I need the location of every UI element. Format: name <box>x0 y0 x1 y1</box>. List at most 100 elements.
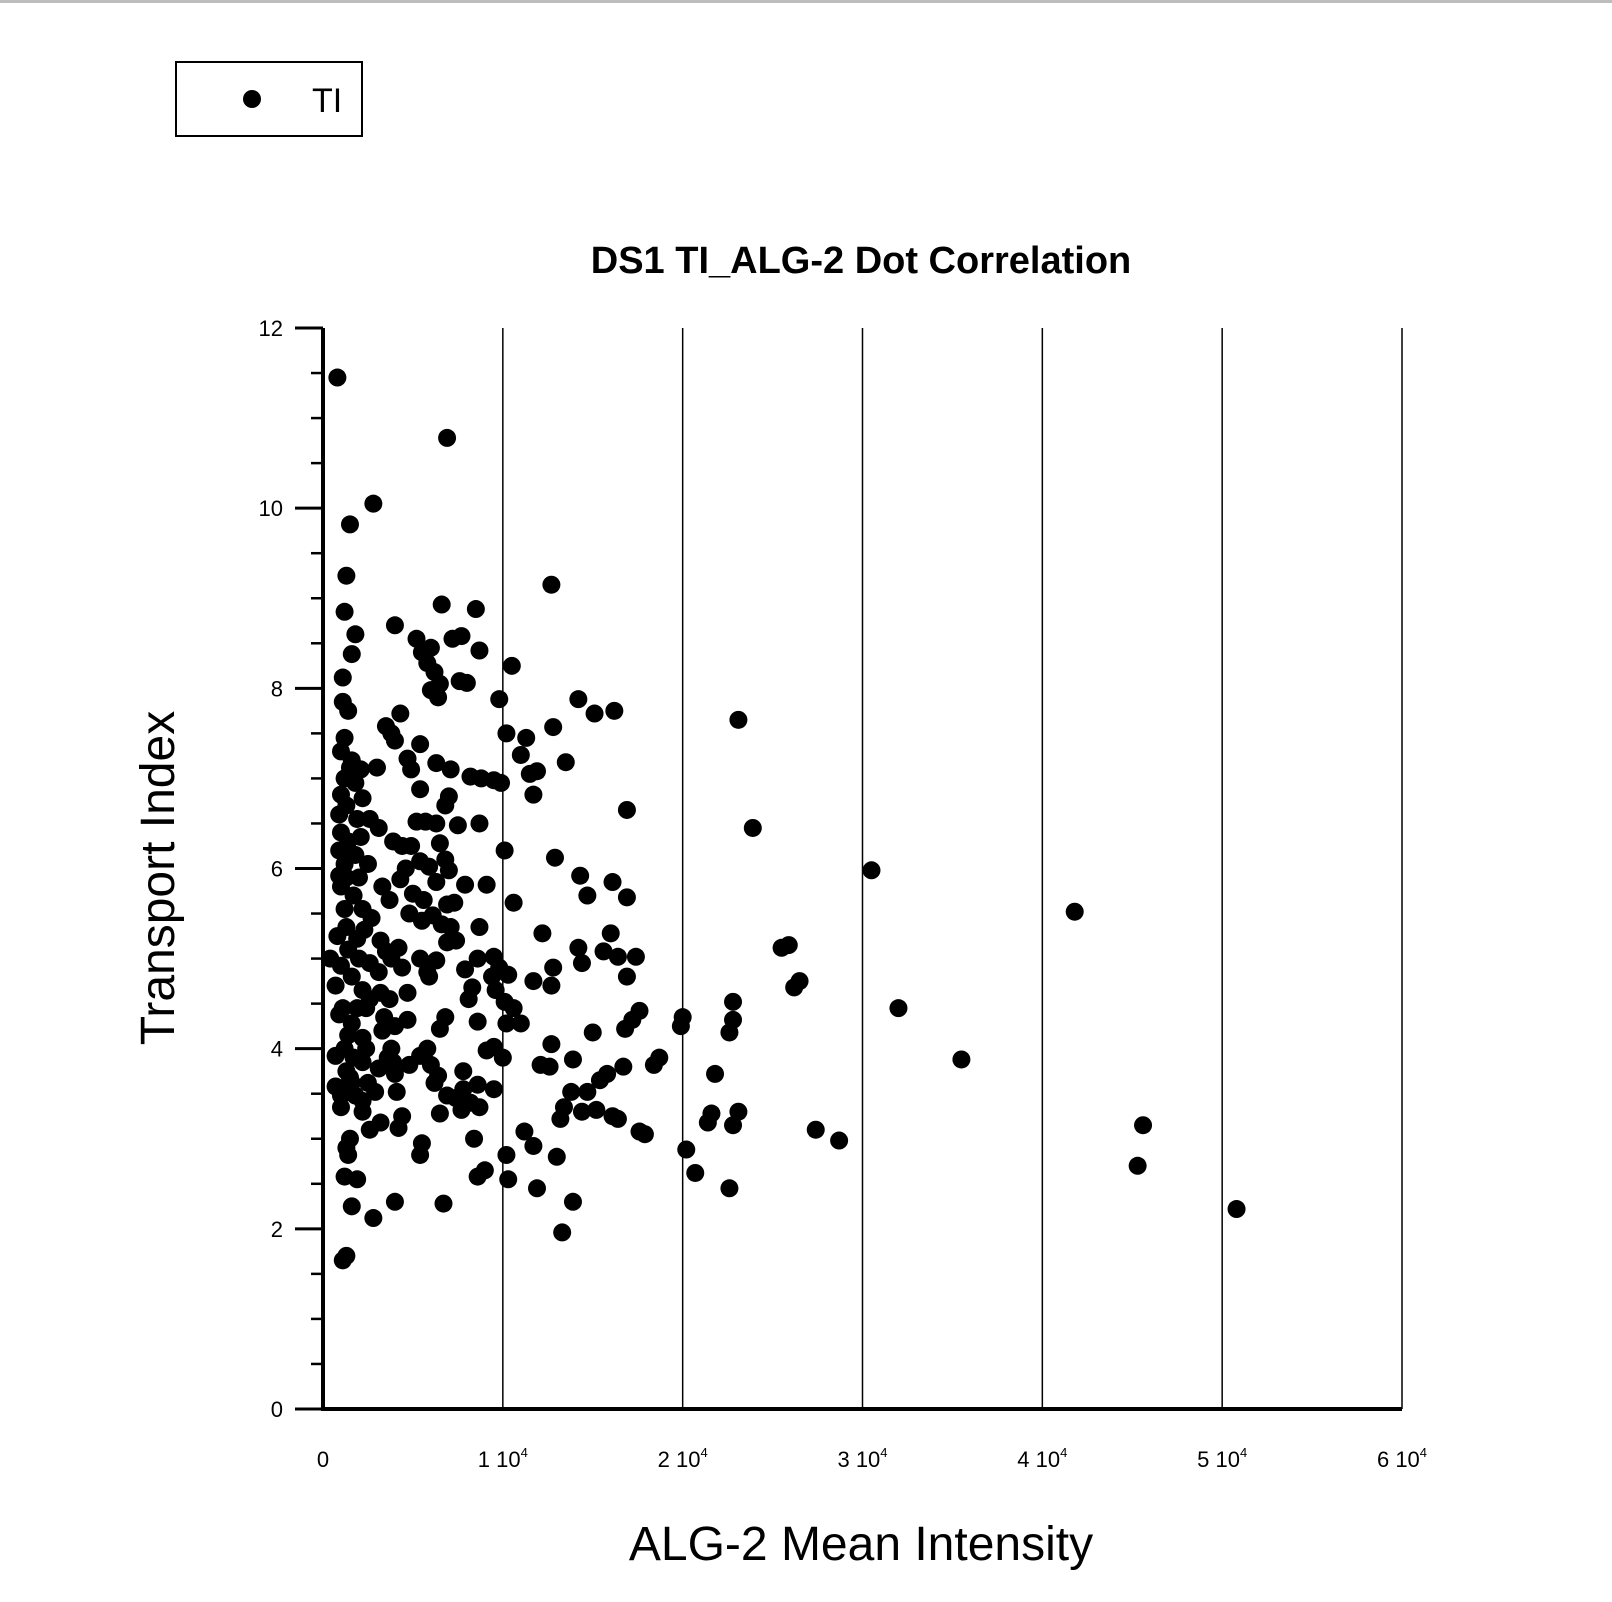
data-point <box>331 1098 350 1117</box>
data-point <box>468 1012 487 1031</box>
data-point <box>617 888 636 907</box>
data-point <box>416 812 435 831</box>
data-point <box>430 834 449 853</box>
data-point <box>571 866 590 885</box>
data-point <box>400 1055 419 1074</box>
data-point <box>391 870 410 889</box>
data-point <box>427 754 446 773</box>
data-point <box>335 728 354 747</box>
y-tick-label: 12 <box>259 316 283 341</box>
data-point <box>590 1071 609 1090</box>
data-point <box>495 841 514 860</box>
data-point <box>605 701 624 720</box>
data-point <box>402 836 421 855</box>
x-tick-label: 0 <box>317 1447 329 1472</box>
data-point <box>729 710 748 729</box>
data-point <box>393 958 412 977</box>
y-tick-label: 2 <box>271 1217 283 1242</box>
data-point <box>360 1120 379 1139</box>
data-point <box>414 891 433 910</box>
data-point <box>542 1035 561 1054</box>
data-point <box>425 1073 444 1092</box>
legend-label: TI <box>312 82 342 120</box>
data-points <box>321 368 1246 1270</box>
data-point <box>585 704 604 723</box>
data-point <box>358 854 377 873</box>
data-point <box>389 1118 408 1137</box>
data-point <box>447 931 466 950</box>
x-axis-ticks: 0 1 104 2 104 3 104 4 104 5 104 6 104 <box>317 1445 1427 1472</box>
data-point <box>686 1163 705 1182</box>
data-point <box>594 942 613 961</box>
data-point <box>441 918 460 937</box>
data-point <box>601 924 620 943</box>
data-point <box>511 1014 530 1033</box>
data-point <box>364 494 383 513</box>
data-point <box>346 773 365 792</box>
data-point <box>1227 1200 1246 1219</box>
y-axis-title: Transport Index <box>132 711 185 1045</box>
data-point <box>706 1064 725 1083</box>
data-point <box>430 1019 449 1038</box>
data-point <box>542 976 561 995</box>
data-point <box>608 947 627 966</box>
data-point <box>504 893 523 912</box>
data-point <box>439 861 458 880</box>
data-point <box>339 701 358 720</box>
legend-marker <box>243 90 261 108</box>
x-tick-label: 4 104 <box>1017 1445 1067 1472</box>
data-point <box>380 891 399 910</box>
data-point <box>677 1140 696 1159</box>
data-point <box>369 963 388 982</box>
data-point <box>785 978 804 997</box>
data-point <box>862 861 881 880</box>
data-point <box>369 1059 388 1078</box>
data-point <box>330 841 349 860</box>
window-top-border <box>0 0 1612 3</box>
data-point <box>398 983 417 1002</box>
x-tick-label: 6 104 <box>1377 1445 1427 1472</box>
data-point <box>342 1197 361 1216</box>
data-point <box>337 566 356 585</box>
data-point <box>448 816 467 835</box>
data-point <box>330 805 349 824</box>
data-point <box>333 668 352 687</box>
data-point <box>429 688 448 707</box>
data-point <box>497 1014 516 1033</box>
data-point <box>524 1136 543 1155</box>
y-tick-label: 8 <box>271 676 283 701</box>
data-point <box>1128 1156 1147 1175</box>
data-point <box>553 1223 572 1242</box>
chart-title: DS1 TI_ALG-2 Dot Correlation <box>591 240 1132 282</box>
data-point <box>545 848 564 867</box>
data-point <box>830 1131 849 1150</box>
data-point <box>441 760 460 779</box>
data-point <box>563 1050 582 1069</box>
data-point <box>353 789 372 808</box>
data-point <box>340 515 359 534</box>
data-point <box>391 704 410 723</box>
data-point <box>587 1100 606 1119</box>
x-axis-title: ALG-2 Mean Intensity <box>629 1518 1093 1571</box>
data-point <box>402 760 421 779</box>
data-point <box>326 976 345 995</box>
data-point <box>720 1023 739 1042</box>
data-point <box>369 818 388 837</box>
data-point <box>493 1048 512 1067</box>
data-point <box>614 1057 633 1076</box>
data-point <box>490 690 509 709</box>
data-point <box>743 818 762 837</box>
x-tick-label: 3 104 <box>837 1445 887 1472</box>
data-point <box>407 629 426 648</box>
data-point <box>342 967 361 986</box>
data-point <box>348 809 367 828</box>
data-point <box>889 999 908 1018</box>
data-point <box>547 1147 566 1166</box>
x-tick-label: 1 104 <box>478 1445 528 1472</box>
data-point <box>339 1145 358 1164</box>
data-point <box>335 602 354 621</box>
data-point <box>468 949 487 968</box>
vertical-gridlines <box>502 328 1403 1409</box>
data-point <box>724 992 743 1011</box>
